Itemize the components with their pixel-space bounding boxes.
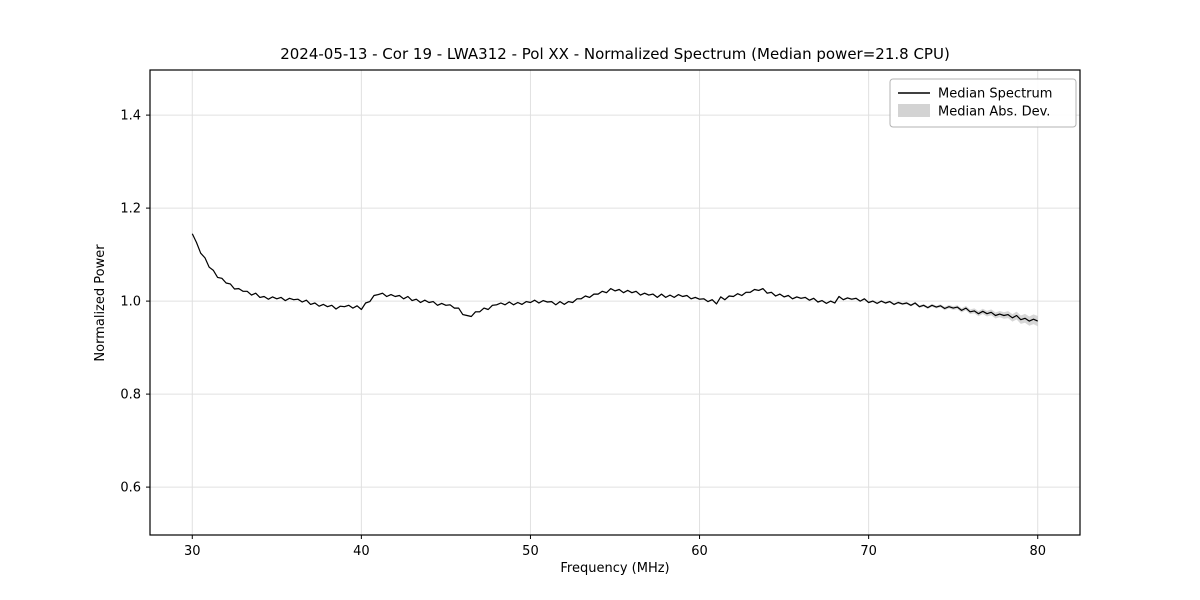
chart-title: 2024-05-13 - Cor 19 - LWA312 - Pol XX - … bbox=[280, 45, 950, 63]
y-tick-label: 1.0 bbox=[120, 295, 141, 310]
plot-background bbox=[150, 70, 1080, 535]
legend-box bbox=[889, 78, 1077, 128]
y-tick-label: 1.4 bbox=[120, 109, 141, 124]
legend-patch-sample bbox=[898, 104, 930, 117]
x-axis-label: Frequency (MHz) bbox=[560, 561, 669, 576]
y-tick-label: 0.8 bbox=[120, 388, 141, 403]
x-tick-label: 70 bbox=[860, 544, 877, 559]
legend-label-median-abs-dev: Median Abs. Dev. bbox=[938, 105, 1050, 120]
y-tick-label: 1.2 bbox=[120, 202, 141, 217]
legend: Median Spectrum Median Abs. Dev. bbox=[889, 78, 1077, 128]
y-axis-label: Normalized Power bbox=[93, 244, 108, 362]
plot-border bbox=[149, 69, 1081, 536]
x-tick-label: 40 bbox=[353, 544, 370, 559]
median-spectrum-line-group bbox=[191, 233, 1038, 322]
x-tick-label: 50 bbox=[522, 544, 539, 559]
x-tick-label: 80 bbox=[1029, 544, 1046, 559]
median-spectrum-line bbox=[191, 233, 1038, 322]
y-tick-label: 0.6 bbox=[120, 481, 141, 496]
axis-ticks: 30 40 50 60 70 80 0.6 0.8 1.0 1.2 1.4 bbox=[120, 109, 1046, 559]
legend-label-median-spectrum: Median Spectrum bbox=[938, 87, 1052, 102]
x-tick-label: 60 bbox=[691, 544, 708, 559]
x-tick-label: 30 bbox=[184, 544, 201, 559]
